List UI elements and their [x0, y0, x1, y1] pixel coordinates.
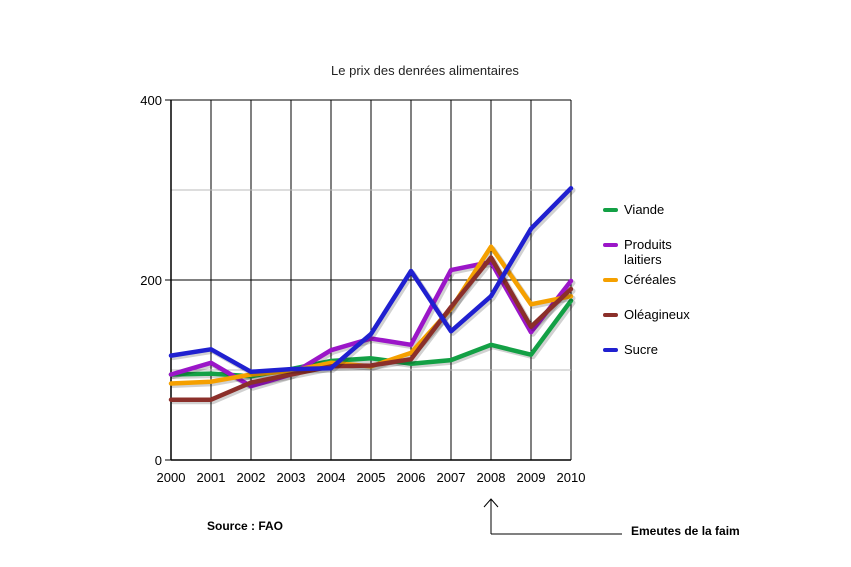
- arrow-head: [483, 498, 499, 508]
- x-tick-label: 2002: [237, 470, 266, 485]
- series-lines: [168, 185, 576, 405]
- legend-item: Céréales: [603, 272, 694, 287]
- x-tick-label: 2000: [157, 470, 186, 485]
- x-tick-label: 2006: [397, 470, 426, 485]
- grid: [170, 99, 572, 460]
- x-tick-label: 2007: [437, 470, 466, 485]
- legend-swatch: [603, 208, 618, 212]
- legend-label: Produits laitiers: [624, 237, 672, 267]
- x-tick-label: 2009: [517, 470, 546, 485]
- legend-label: Oléagineux: [624, 307, 690, 322]
- legend-swatch: [603, 348, 618, 352]
- legend-swatch: [603, 243, 618, 247]
- annotation-arrow: [483, 498, 622, 535]
- source-note: Source : FAO: [207, 519, 284, 533]
- legend-item: Sucre: [603, 342, 694, 357]
- legend-label: Viande: [624, 202, 665, 217]
- series-line: [168, 185, 574, 375]
- legend-swatch: [603, 313, 618, 317]
- chart-title: Le prix des denrées alimentaires: [331, 63, 519, 78]
- legend-label: Sucre: [624, 342, 658, 357]
- x-tick-label: 2001: [197, 470, 226, 485]
- y-tick-label: 200: [140, 273, 162, 288]
- legend-item: Produits laitiers: [603, 237, 694, 267]
- legend-swatch: [603, 278, 618, 282]
- y-tick-label: 400: [140, 93, 162, 108]
- legend-label: Céréales: [624, 272, 677, 287]
- legend-item: Oléagineux: [603, 307, 694, 322]
- series-line: [168, 255, 574, 402]
- annotation-label: Emeutes de la faim: [631, 524, 740, 538]
- y-tick-label: 0: [155, 453, 162, 468]
- legend-item: Viande: [603, 202, 694, 217]
- x-tick-label: 2003: [277, 470, 306, 485]
- x-tick-label: 2004: [317, 470, 346, 485]
- x-tick-label: 2008: [477, 470, 506, 485]
- x-tick-label: 2010: [557, 470, 586, 485]
- tick-labels: 2000 2001 2002 2003 2004 2005 2006 2007 2008 2009…: [140, 93, 585, 485]
- x-tick-label: 2005: [357, 470, 386, 485]
